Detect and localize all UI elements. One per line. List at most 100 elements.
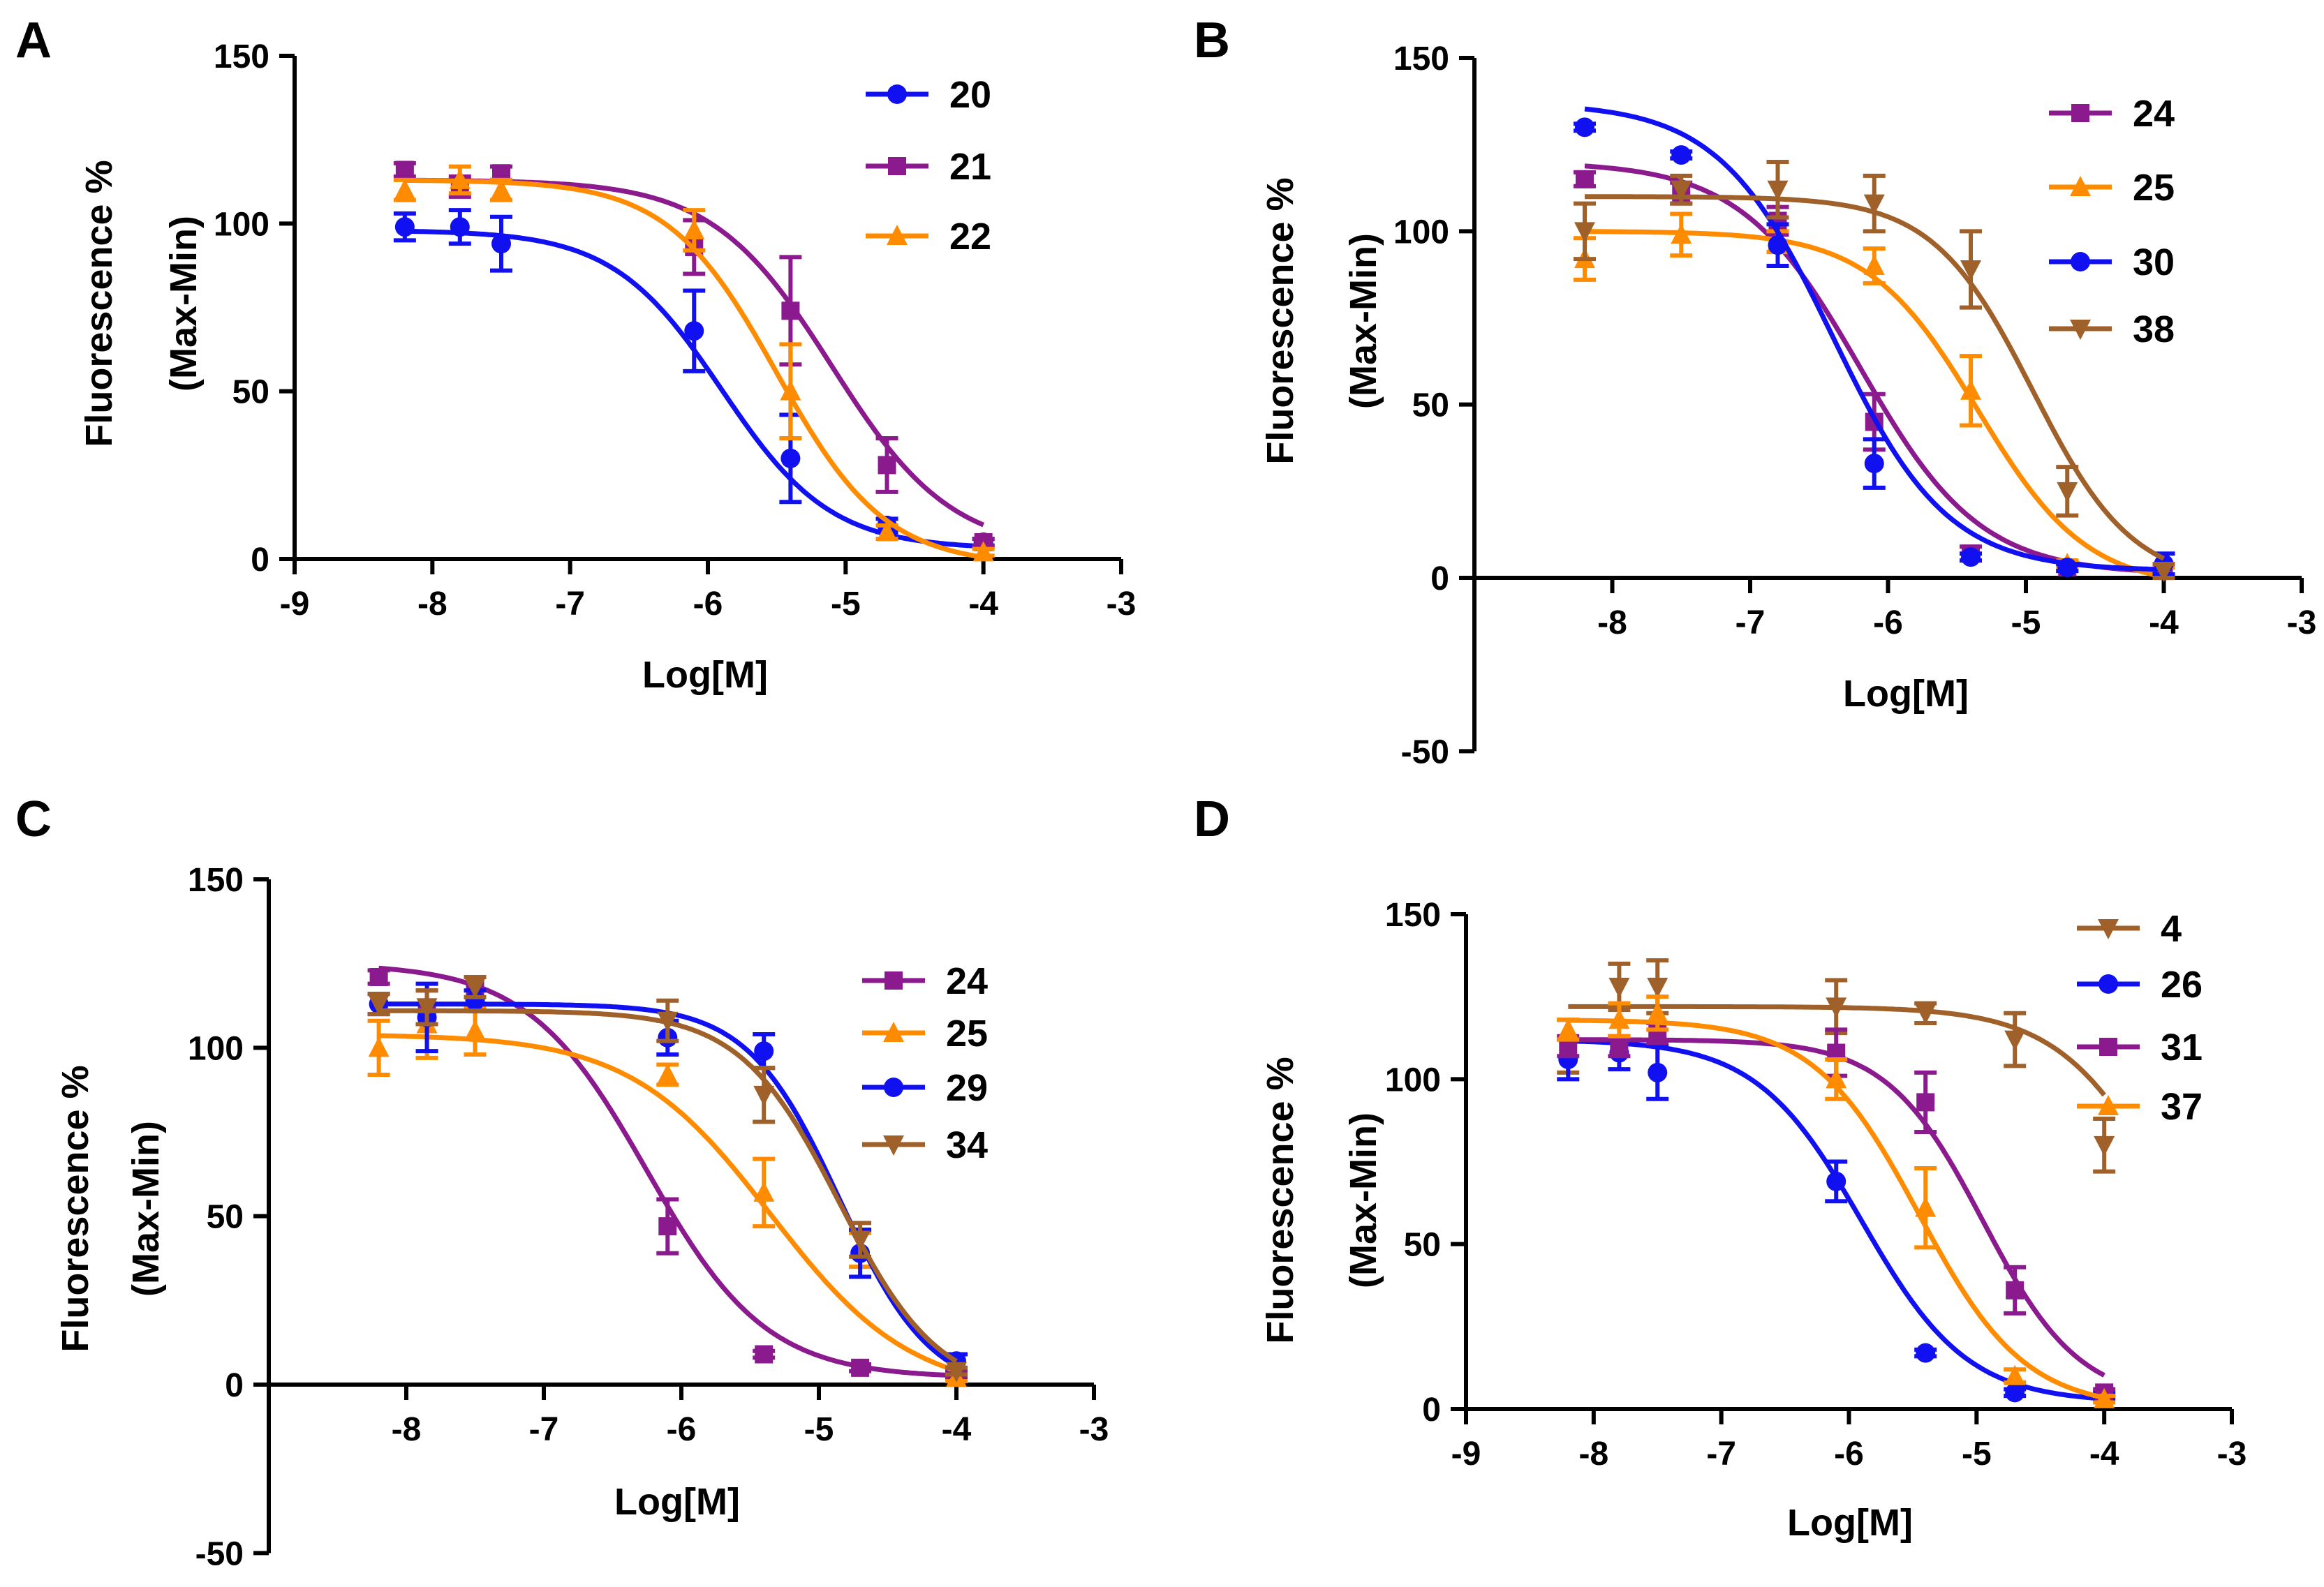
series-34 xyxy=(367,974,968,1383)
panel-letter: C xyxy=(15,791,52,847)
x-axis-label: Log[M] xyxy=(614,1481,740,1523)
data-point xyxy=(1916,1093,1935,1112)
data-point xyxy=(946,1362,967,1383)
legend-item-24: 24 xyxy=(2049,93,2175,135)
legend-label: 29 xyxy=(946,1067,988,1109)
data-point xyxy=(1826,1171,1846,1191)
data-point xyxy=(684,321,704,341)
data-point xyxy=(1557,1018,1579,1039)
x-tick-label: -9 xyxy=(1451,1436,1481,1473)
data-point xyxy=(1767,180,1789,201)
legend-item-30: 30 xyxy=(2049,241,2175,283)
y-tick-label: 150 xyxy=(214,38,269,75)
data-point xyxy=(416,998,438,1019)
y-axis-label-secondary: (Max-Min) xyxy=(1342,1112,1384,1288)
data-point xyxy=(491,179,512,200)
legend-marker xyxy=(883,1022,904,1042)
data-point xyxy=(876,521,898,542)
y-tick-label: 100 xyxy=(188,1030,244,1067)
data-point xyxy=(753,1181,775,1202)
data-point xyxy=(2004,1030,2026,1051)
data-point xyxy=(754,1041,774,1061)
legend-item-37: 37 xyxy=(2077,1086,2203,1128)
data-point xyxy=(368,994,390,1015)
x-tick-label: -7 xyxy=(1735,604,1766,641)
data-point xyxy=(368,1036,390,1057)
legend-label: 31 xyxy=(2161,1027,2203,1068)
series-37 xyxy=(1557,994,2116,1408)
legend-label: 25 xyxy=(2133,167,2175,209)
legend-label: 24 xyxy=(946,960,988,1002)
data-point xyxy=(1768,235,1788,255)
legend-label: 20 xyxy=(949,74,991,116)
data-point xyxy=(1960,379,1981,400)
x-tick-label: -9 xyxy=(280,586,310,623)
data-point xyxy=(1647,1001,1668,1022)
x-tick-label: -8 xyxy=(417,586,447,623)
x-tick-label: -5 xyxy=(2011,604,2041,641)
data-point xyxy=(1863,255,1885,275)
legend-item-38: 38 xyxy=(2049,308,2175,350)
y-axis-label-secondary: (Max-Min) xyxy=(1342,233,1384,409)
data-point xyxy=(394,179,415,200)
panel-d: D 0 50 100 150 -9 -8 -7 -6 -5 -4 -3 Log[M] Fluorescen… xyxy=(1194,791,2247,1544)
legend-item-4: 4 xyxy=(2077,908,2182,950)
legend-marker xyxy=(2098,1095,2119,1115)
y-axis-label-secondary: (Max-Min) xyxy=(125,1121,167,1297)
y-tick-label: -50 xyxy=(195,1535,244,1572)
x-tick-label: -6 xyxy=(1834,1436,1864,1473)
data-point xyxy=(1647,977,1668,998)
x-tick-label: -8 xyxy=(1597,604,1627,641)
data-point xyxy=(2004,1364,2026,1385)
legend-marker xyxy=(2099,974,2118,994)
x-tick-label: -5 xyxy=(1962,1436,1992,1473)
data-point xyxy=(1576,170,1594,188)
legend-item-22: 22 xyxy=(866,216,991,258)
data-point xyxy=(1826,1068,1847,1089)
x-tick-label: -4 xyxy=(942,1411,972,1448)
series-22 xyxy=(393,164,995,562)
y-tick-label: 100 xyxy=(1393,214,1449,251)
panel-letter: D xyxy=(1194,791,1230,847)
y-tick-label: 50 xyxy=(232,374,269,411)
y-tick-label: 150 xyxy=(188,862,244,899)
y-tick-label: 150 xyxy=(1393,40,1449,77)
x-tick-label: -7 xyxy=(555,586,585,623)
x-tick-label: -6 xyxy=(1873,604,1903,641)
data-point xyxy=(850,1230,871,1251)
data-point xyxy=(1574,222,1595,243)
x-tick-label: -6 xyxy=(693,586,723,623)
x-tick-label: -7 xyxy=(1706,1436,1736,1473)
legend-label: 37 xyxy=(2161,1086,2203,1128)
legend-marker xyxy=(884,1078,903,1097)
legend-marker xyxy=(2070,176,2091,196)
data-point xyxy=(658,1217,677,1236)
data-point xyxy=(395,161,414,179)
data-point xyxy=(972,541,994,562)
y-tick-label: 0 xyxy=(1430,560,1449,597)
legend-item-26: 26 xyxy=(2077,964,2203,1006)
data-point xyxy=(1608,977,1630,998)
fit-curve xyxy=(404,228,984,549)
legend-marker xyxy=(883,1135,904,1156)
legend-marker xyxy=(2070,320,2091,340)
data-point xyxy=(2153,562,2175,583)
legend-label: 22 xyxy=(949,216,991,258)
data-point xyxy=(781,301,800,320)
y-tick-label: 50 xyxy=(1412,387,1449,424)
legend-marker xyxy=(887,225,908,245)
x-tick-label: -4 xyxy=(2149,604,2179,641)
legend-label: 26 xyxy=(2161,964,2203,1006)
y-tick-label: 0 xyxy=(225,1367,244,1404)
data-point xyxy=(1671,223,1692,244)
x-axis-label: Log[M] xyxy=(642,654,768,696)
legend-label: 24 xyxy=(2133,93,2175,135)
data-point xyxy=(369,967,388,986)
legend-item-25: 25 xyxy=(2049,167,2175,209)
x-tick-label: -5 xyxy=(831,586,861,623)
x-tick-label: -4 xyxy=(968,586,998,623)
y-axis-label: Fluorescence % xyxy=(54,1065,96,1352)
legend-label: 34 xyxy=(946,1124,988,1166)
data-point xyxy=(780,448,801,468)
data-point xyxy=(2057,558,2078,578)
